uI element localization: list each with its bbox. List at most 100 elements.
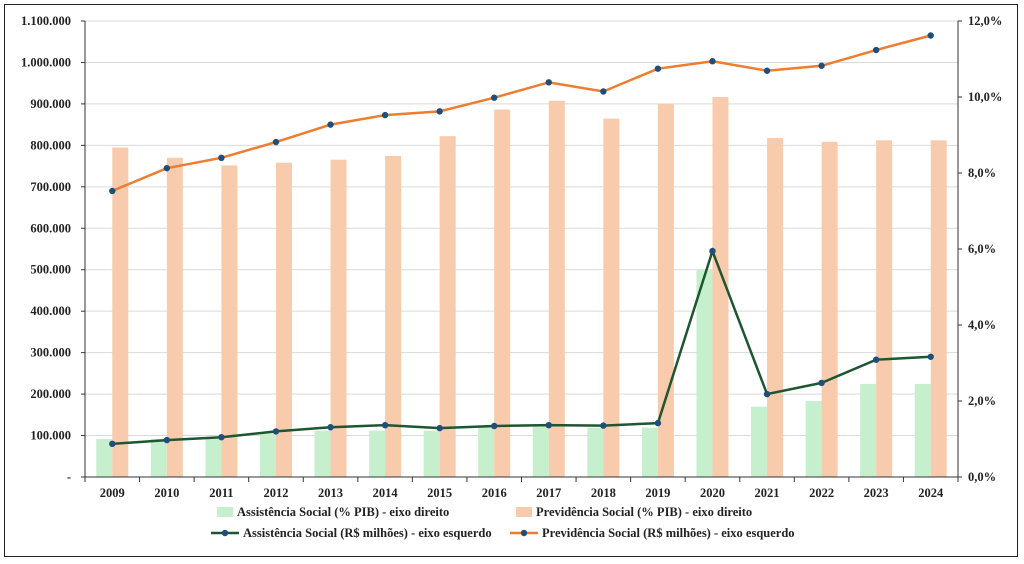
series-line bbox=[112, 247, 931, 446]
left-tick-label: 1.000.000 bbox=[21, 55, 71, 69]
bar bbox=[275, 162, 292, 478]
bar bbox=[166, 157, 183, 478]
right-tick-label: 0,0% bbox=[968, 470, 996, 484]
x-tick-label: 2010 bbox=[154, 486, 179, 500]
bar bbox=[532, 425, 549, 477]
bars bbox=[96, 97, 947, 478]
legend-label: Assistência Social (R$ milhões) - eixo e… bbox=[243, 526, 492, 540]
right-axis-ticks: 0,0% 2,0% 4,0% 6,0% 8,0% 10,0% 12,0% bbox=[958, 14, 1002, 484]
left-tick-label: 500.000 bbox=[30, 263, 71, 277]
data-point bbox=[272, 138, 280, 146]
bar bbox=[439, 136, 456, 477]
data-point bbox=[654, 65, 662, 72]
legend-swatch bbox=[516, 507, 532, 517]
bar bbox=[112, 147, 129, 478]
data-point bbox=[763, 390, 771, 398]
bar bbox=[259, 433, 276, 477]
right-tick-label: 12,0% bbox=[968, 14, 1002, 28]
bar bbox=[221, 165, 238, 477]
x-tick-label: 2023 bbox=[864, 486, 889, 500]
bar bbox=[767, 138, 784, 478]
data-point bbox=[709, 58, 716, 65]
series-line bbox=[111, 34, 932, 193]
data-point bbox=[545, 79, 552, 86]
x-axis-ticks: 2009 2010 2011 2012 2013 2014 2015 2016 2017 2018… bbox=[84, 477, 959, 500]
x-tick-label: 2017 bbox=[536, 486, 561, 500]
bar bbox=[423, 430, 440, 477]
left-tick-label: 200.000 bbox=[30, 387, 71, 401]
x-tick-label: 2013 bbox=[318, 486, 343, 500]
legend-label: Assistência Social (% PIB) - eixo direit… bbox=[237, 505, 449, 519]
right-tick-label: 4,0% bbox=[968, 318, 996, 332]
bar bbox=[603, 118, 620, 477]
data-point bbox=[709, 247, 716, 255]
bar bbox=[641, 427, 658, 477]
left-tick-label: 300.000 bbox=[30, 346, 71, 360]
x-tick-label: 2019 bbox=[645, 486, 670, 500]
legend: Assistência Social (% PIB) - eixo direit… bbox=[211, 505, 795, 540]
bar bbox=[548, 100, 565, 478]
bar bbox=[150, 439, 167, 477]
data-point bbox=[381, 111, 389, 119]
bar bbox=[930, 140, 947, 477]
left-tick-label: - bbox=[67, 470, 71, 484]
left-tick-label: 900.000 bbox=[30, 97, 71, 111]
left-tick-label: 100.000 bbox=[30, 429, 71, 443]
x-tick-label: 2022 bbox=[809, 486, 834, 500]
bar bbox=[860, 383, 877, 477]
data-point bbox=[272, 428, 280, 435]
left-tick-label: 800.000 bbox=[30, 138, 71, 152]
data-point bbox=[436, 108, 443, 115]
x-tick-label: 2018 bbox=[591, 486, 616, 500]
bar bbox=[914, 383, 931, 477]
data-point bbox=[818, 379, 825, 387]
bar bbox=[478, 425, 495, 477]
bar bbox=[494, 109, 511, 477]
data-point bbox=[163, 164, 171, 172]
bar bbox=[805, 401, 822, 477]
left-tick-label: 1.100.000 bbox=[21, 14, 71, 28]
right-tick-label: 10,0% bbox=[968, 90, 1002, 104]
data-point bbox=[436, 424, 443, 432]
left-axis-ticks: - 100.000 200.000 300.000 400.000 500.000 600.… bbox=[21, 14, 85, 484]
bar bbox=[205, 439, 222, 477]
data-point bbox=[218, 154, 225, 161]
x-tick-label: 2009 bbox=[100, 486, 125, 500]
bar bbox=[821, 141, 838, 477]
bar bbox=[876, 140, 893, 477]
data-point bbox=[163, 436, 171, 444]
right-tick-label: 6,0% bbox=[968, 242, 996, 256]
legend-label: Previdência Social (R$ milhões) - eixo e… bbox=[542, 526, 795, 540]
data-point bbox=[818, 62, 825, 69]
data-point bbox=[654, 419, 662, 427]
bar bbox=[712, 97, 729, 477]
bar bbox=[330, 159, 347, 477]
x-tick-label: 2012 bbox=[263, 486, 288, 500]
data-point bbox=[109, 187, 116, 195]
data-point bbox=[327, 121, 334, 128]
lines bbox=[109, 32, 934, 448]
data-point bbox=[491, 94, 498, 101]
left-tick-label: 400.000 bbox=[30, 304, 71, 318]
x-tick-label: 2011 bbox=[209, 486, 233, 500]
bar bbox=[369, 430, 386, 477]
data-point bbox=[109, 440, 116, 448]
data-point bbox=[381, 421, 389, 429]
bar bbox=[385, 155, 402, 477]
x-tick-label: 2015 bbox=[427, 486, 452, 500]
right-tick-label: 2,0% bbox=[968, 394, 996, 408]
x-tick-label: 2021 bbox=[755, 486, 780, 500]
legend-marker bbox=[520, 529, 528, 537]
data-point bbox=[491, 422, 498, 430]
left-tick-label: 700.000 bbox=[30, 180, 71, 194]
legend-swatch bbox=[217, 507, 233, 517]
bar bbox=[587, 427, 604, 477]
data-point bbox=[872, 46, 880, 54]
data-point bbox=[927, 32, 934, 39]
x-tick-label: 2016 bbox=[482, 486, 507, 500]
x-tick-label: 2014 bbox=[373, 486, 399, 500]
bar bbox=[751, 406, 768, 477]
legend-label: Previdência Social (% PIB) - eixo direit… bbox=[536, 505, 752, 519]
data-point bbox=[872, 356, 880, 363]
